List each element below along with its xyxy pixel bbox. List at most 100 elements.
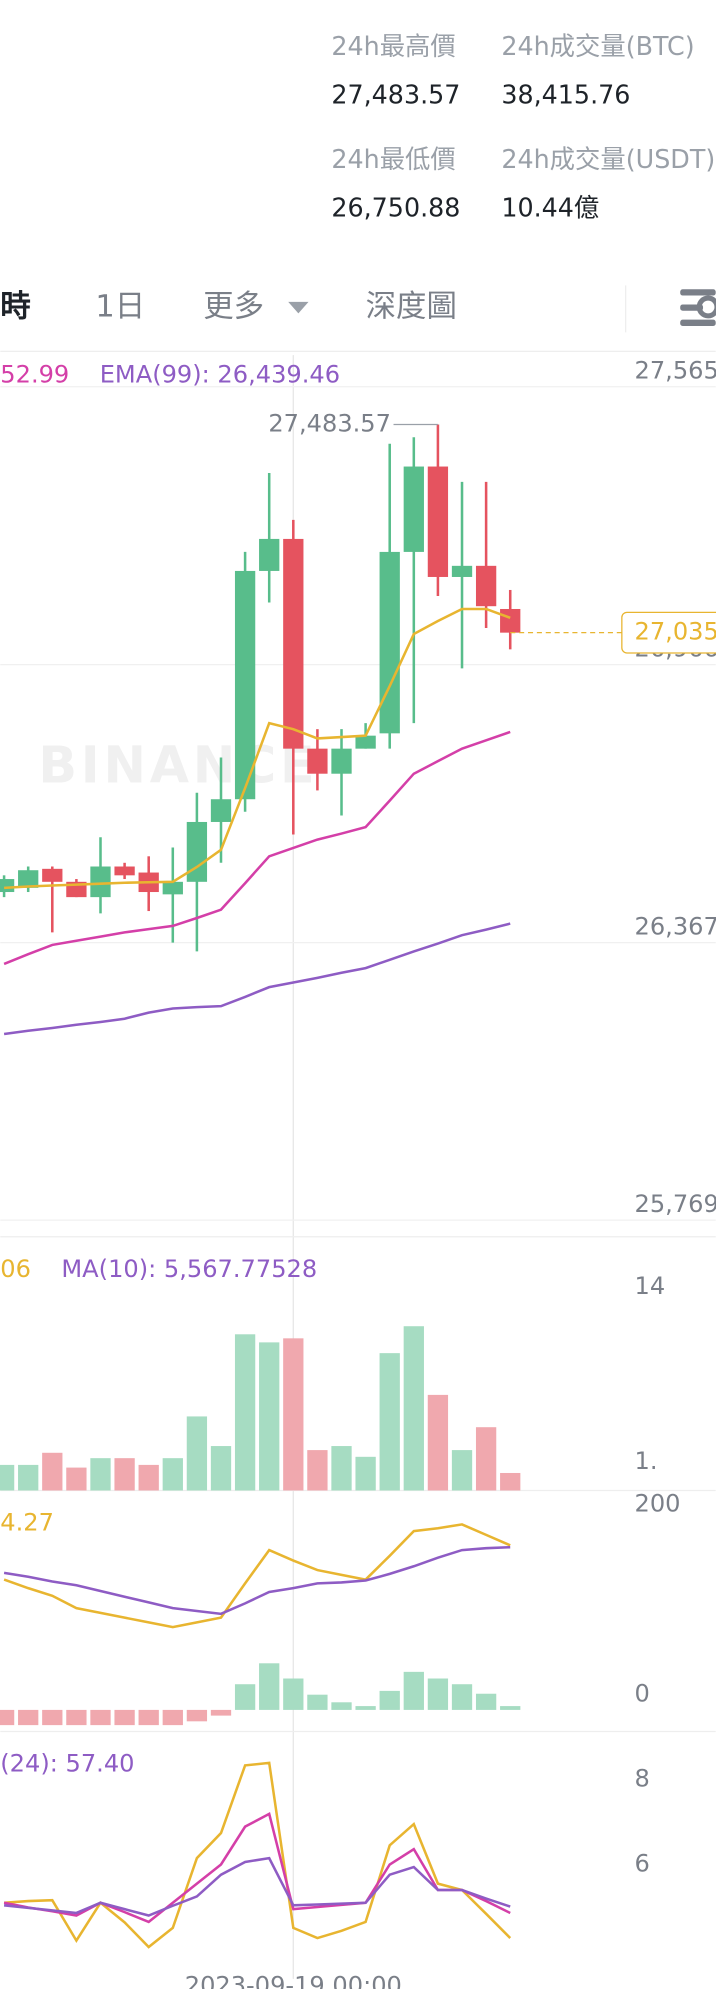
candle-body <box>234 570 256 800</box>
candle-body <box>162 881 183 895</box>
legend-item: (24): 57.40 <box>0 1749 134 1777</box>
candle-body <box>90 866 111 898</box>
volume-bar <box>66 1467 87 1491</box>
y-tick-label: 25,769 <box>635 1190 716 1218</box>
candle-body <box>355 735 376 749</box>
y-tick-label: 1. <box>635 1447 658 1475</box>
macd-bar <box>42 1709 63 1726</box>
y-tick-label: 27,565 <box>635 357 716 385</box>
candle-body <box>427 466 449 577</box>
macd-bar <box>379 1690 400 1710</box>
macd-bar <box>259 1663 280 1710</box>
volume-bar <box>18 1464 39 1491</box>
candle-body <box>42 868 63 882</box>
macd-bar <box>355 1706 376 1710</box>
macd-bar <box>475 1693 497 1710</box>
settings-icon[interactable] <box>680 289 716 327</box>
macd-bar <box>283 1678 304 1710</box>
candle-body <box>379 551 400 734</box>
legend-item: MA(10): 5,567.77528 <box>61 1255 317 1283</box>
y-tick-label: 200 <box>635 1489 681 1517</box>
volume-bar <box>0 1464 15 1491</box>
legend-item: 52.99 <box>0 360 69 388</box>
tab[interactable]: 深度圖 <box>366 290 457 325</box>
macd-bar <box>114 1709 135 1726</box>
volume-bar <box>307 1450 328 1491</box>
volume-bar <box>331 1446 352 1491</box>
stat-value: 26,750.88 <box>331 192 460 222</box>
legend-item: 4.27 <box>0 1508 54 1536</box>
y-tick-label: 6 <box>635 1850 650 1878</box>
volume-bar <box>475 1427 497 1491</box>
price-tag <box>621 611 716 654</box>
stat-value: 10.44億 <box>501 192 599 222</box>
volume-bar <box>210 1446 232 1491</box>
volume-bar <box>186 1416 208 1491</box>
volume-bar <box>259 1342 280 1491</box>
y-tick-label: 0 <box>635 1680 650 1708</box>
candle-body <box>114 866 135 876</box>
volume-bar <box>138 1464 159 1491</box>
macd-bar <box>18 1709 39 1726</box>
volume-bar <box>283 1338 304 1491</box>
dropdown-icon <box>288 301 309 314</box>
rsi-line <box>3 1856 511 1917</box>
stat-label: 24h成交量(BTC) <box>501 31 694 61</box>
candle-body <box>186 821 208 882</box>
volume-bar <box>114 1458 135 1491</box>
macd-bar <box>403 1671 424 1710</box>
volume-bar <box>90 1458 111 1491</box>
volume-bar <box>451 1450 473 1491</box>
legend-item: EMA(99): 26,439.46 <box>100 360 340 388</box>
high-label: 27,483.57 <box>268 410 391 438</box>
price-tag-label: 27,035 <box>635 618 716 646</box>
watermark: BINANCE <box>38 736 318 795</box>
candle-body <box>500 608 521 633</box>
candle-body <box>210 799 232 822</box>
macd-line <box>3 1545 511 1616</box>
tabs <box>0 285 716 353</box>
stat-value: 38,415.76 <box>501 79 630 109</box>
x-axis-label: 2023-09-19 00:00 <box>185 1971 402 1989</box>
ma-line <box>3 730 511 966</box>
y-tick-label: 14 <box>635 1272 666 1300</box>
macd-bar <box>427 1678 449 1710</box>
macd-bar <box>210 1709 232 1716</box>
stat-label: 24h最高價 <box>331 31 455 61</box>
tab[interactable]: 更多 <box>203 290 264 325</box>
stat-label: 24h最低價 <box>331 144 455 174</box>
ma-line <box>3 922 511 1036</box>
candle-body <box>283 538 304 749</box>
rsi-line <box>4 1761 512 1949</box>
macd-bar <box>66 1709 87 1726</box>
candle-body <box>0 879 15 893</box>
candle-body <box>475 565 497 607</box>
macd-bar <box>451 1684 473 1710</box>
macd-bar <box>162 1709 183 1726</box>
legend-item: 06 <box>0 1255 31 1283</box>
stat-label: 24h成交量(USDT) <box>501 144 715 174</box>
macd-bar <box>331 1702 352 1710</box>
macd-bar <box>0 1709 15 1726</box>
macd-line <box>3 1523 511 1629</box>
rsi-line <box>3 1812 511 1924</box>
macd-bar <box>90 1709 111 1726</box>
volume-bar <box>234 1334 256 1491</box>
candle-body <box>331 748 352 774</box>
ma-line <box>4 607 511 890</box>
y-tick-label: 8 <box>635 1765 650 1793</box>
volume-bar <box>403 1326 424 1491</box>
tab[interactable]: 1日 <box>95 290 145 325</box>
volume-bar <box>162 1458 183 1491</box>
macd-bar <box>500 1706 521 1710</box>
macd-bar <box>186 1709 208 1722</box>
candle-body <box>451 565 473 577</box>
stat-value: 27,483.57 <box>331 79 460 109</box>
candle-body <box>18 870 39 888</box>
macd-bar <box>138 1709 159 1726</box>
tab[interactable]: 時 <box>0 290 30 325</box>
y-tick-label: 26,367 <box>635 912 716 940</box>
candle-body <box>259 538 280 571</box>
